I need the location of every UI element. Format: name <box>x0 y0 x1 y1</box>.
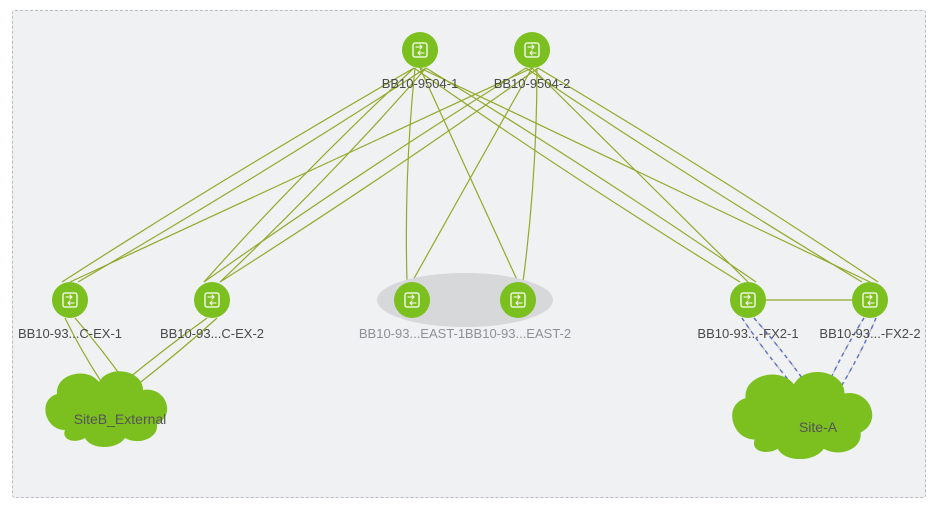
switch-node-fx2[interactable] <box>852 282 888 318</box>
edge <box>412 68 532 282</box>
edge <box>523 68 537 282</box>
edge <box>406 68 415 282</box>
edge <box>78 68 426 282</box>
edge <box>420 68 518 282</box>
node-label-fx1: BB10-93...-FX2-1 <box>697 326 798 341</box>
switch-node-east1[interactable] <box>394 282 430 318</box>
node-label-core2: BB10-9504-2 <box>494 76 571 91</box>
switch-node-core2[interactable] <box>514 32 550 68</box>
edge <box>420 68 870 282</box>
topology-svg: SiteB_External Site-A BB10-9504-1 BB10-950… <box>0 0 936 508</box>
cloud-label-siteA: Site-A <box>799 419 838 435</box>
node-label-east2: BB10-93...EAST-2 <box>465 326 571 341</box>
edge <box>526 68 862 282</box>
node-label-ex2: BB10-93...C-EX-2 <box>160 326 264 341</box>
clouds-layer: SiteB_External Site-A <box>45 371 872 459</box>
switch-node-ex1[interactable] <box>52 282 88 318</box>
switch-node-core1[interactable] <box>402 32 438 68</box>
cloud-label-siteB: SiteB_External <box>74 411 167 427</box>
edge <box>62 68 414 282</box>
switch-node-ex2[interactable] <box>194 282 230 318</box>
edge <box>220 68 538 282</box>
edges-layer <box>62 68 878 398</box>
node-label-ex1: BB10-93...C-EX-1 <box>18 326 122 341</box>
edge <box>220 68 426 282</box>
node-label-fx2: BB10-93...-FX2-2 <box>819 326 920 341</box>
cloud-siteB[interactable] <box>45 371 167 447</box>
switch-node-east2[interactable] <box>500 282 536 318</box>
node-label-core1: BB10-9504-1 <box>382 76 459 91</box>
edge <box>70 68 532 282</box>
switch-node-fx1[interactable] <box>730 282 766 318</box>
cloud-siteA[interactable] <box>732 372 872 459</box>
edge <box>532 68 748 282</box>
node-label-east1: BB10-93...EAST-1 <box>359 326 465 341</box>
edge <box>204 68 414 282</box>
